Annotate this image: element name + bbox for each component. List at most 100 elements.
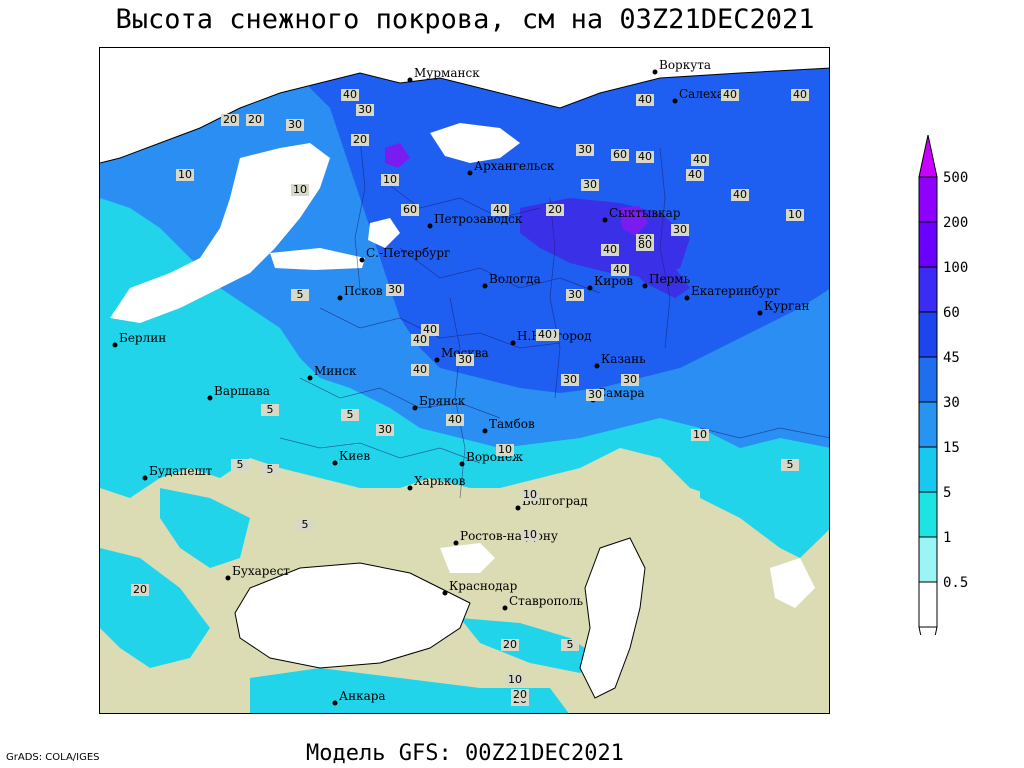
city-label: Брянск — [419, 394, 466, 408]
azov-sea — [440, 543, 495, 573]
contour-label: 20 — [223, 113, 237, 126]
contour-label-bg — [501, 639, 519, 651]
contour-label: 10 — [523, 528, 537, 541]
aral-sea — [770, 558, 815, 608]
contour-label: 30 — [288, 118, 302, 131]
contour-label: 30 — [623, 373, 637, 386]
contour-label-bg — [731, 189, 749, 201]
contour-label: 30 — [578, 143, 592, 156]
snow-zone-balkans — [100, 548, 210, 668]
contour-label: 40 — [793, 88, 807, 101]
contour-label: 5 — [237, 458, 244, 471]
colorbar-label: 1 — [943, 530, 951, 546]
contour-label: 10 — [788, 208, 802, 221]
colorbar-label: 100 — [943, 260, 968, 276]
contour-label: 5 — [567, 638, 574, 651]
city-dot — [587, 285, 593, 291]
contour-label-bg — [536, 329, 554, 341]
city-dot — [337, 295, 343, 301]
city-label: Мурманск — [414, 66, 480, 80]
city-label: Анкара — [339, 689, 386, 703]
contour-label-bg — [601, 244, 619, 256]
city-label: Бухарест — [232, 564, 290, 578]
city-dot — [672, 98, 678, 104]
contour-label: 60 — [613, 148, 627, 161]
contour-label: 40 — [603, 243, 617, 256]
contour-label-bg — [566, 289, 584, 301]
colorbar-swatch — [918, 356, 938, 403]
contour-label-bg — [691, 154, 709, 166]
contour-label-bg — [246, 114, 264, 126]
grads-credit: GrADS: COLA/IGES — [6, 752, 100, 763]
contour-label: 40 — [638, 93, 652, 106]
contour-label-bg — [791, 89, 809, 101]
city-dot — [427, 223, 433, 229]
city-dot — [515, 505, 521, 511]
contour-label: 40 — [688, 168, 702, 181]
barents-sea — [100, 48, 829, 163]
model-caption: Модель GFS: 00Z21DEC2021 — [306, 741, 624, 766]
colorbar-swatch — [918, 581, 938, 628]
contour-label: 10 — [693, 428, 707, 441]
city-label: Казань — [601, 352, 646, 366]
contour-label-bg — [521, 489, 539, 501]
city-label: Воронеж — [466, 450, 523, 464]
city-dot — [307, 375, 313, 381]
contour-label: 10 — [293, 183, 307, 196]
contour-label: 5 — [267, 403, 274, 416]
contour-label-bg — [636, 239, 654, 251]
colorbar-swatch — [918, 176, 938, 223]
contour-label: 40 — [538, 328, 552, 341]
contour-label: 30 — [568, 288, 582, 301]
contour-label-bg — [411, 334, 429, 346]
contour-label-bg — [781, 459, 799, 471]
contour-label-bg — [421, 324, 439, 336]
colorbar-label: 30 — [943, 395, 960, 411]
contour-label: 30 — [358, 103, 372, 116]
contour-label: 40 — [413, 333, 427, 346]
city-dot — [602, 217, 608, 223]
contour-label: 5 — [267, 463, 274, 476]
contour-label-bg — [231, 459, 249, 471]
contour-label: 40 — [413, 363, 427, 376]
city-label: Будапешт — [149, 464, 213, 478]
map-panel[interactable]: Мурманск Воркута Салехард Архангельск Сыктыв… — [99, 47, 830, 714]
city-dot — [684, 295, 690, 301]
snow-depth-map[interactable]: МурманскВоркутаСалехардАрхангельскСыктыв… — [100, 48, 830, 714]
contour-label: 5 — [302, 518, 309, 531]
contour-label: 20 — [248, 113, 262, 126]
city-dot — [112, 342, 118, 348]
contour-label: 40 — [693, 153, 707, 166]
city-dot — [225, 575, 231, 581]
black-sea — [235, 563, 470, 668]
contour-label: 5 — [297, 288, 304, 301]
contour-label: 40 — [638, 150, 652, 163]
city-dot — [142, 475, 148, 481]
colorbar-swatch — [918, 446, 938, 493]
city-label: Псков — [344, 284, 383, 298]
contour-label-bg — [291, 289, 309, 301]
contour-label: 20 — [548, 203, 562, 216]
city-dot — [407, 485, 413, 491]
contour-label: 20 — [133, 583, 147, 596]
coastlines — [100, 67, 829, 699]
colorbar-label: 200 — [943, 215, 968, 231]
city-dot — [467, 170, 473, 176]
city-label: Берлин — [119, 331, 166, 345]
contour-label: 10 — [178, 168, 192, 181]
contour-label: 10 — [523, 488, 537, 501]
contour-label-bg — [611, 149, 629, 161]
contour-label-bg — [381, 174, 399, 186]
contour-label: 30 — [588, 388, 602, 401]
contour-label-bg — [446, 414, 464, 426]
contour-label: 10 — [498, 443, 512, 456]
colorbar-swatch — [918, 491, 938, 538]
contour-label: 20 — [353, 133, 367, 146]
lake-ladoga — [368, 218, 400, 248]
contour-label: 10 — [383, 173, 397, 186]
city-label: Минск — [314, 364, 357, 378]
contour-label-bg — [286, 119, 304, 131]
colorbar-swatch — [918, 266, 938, 313]
contour-label: 20 — [513, 688, 527, 701]
